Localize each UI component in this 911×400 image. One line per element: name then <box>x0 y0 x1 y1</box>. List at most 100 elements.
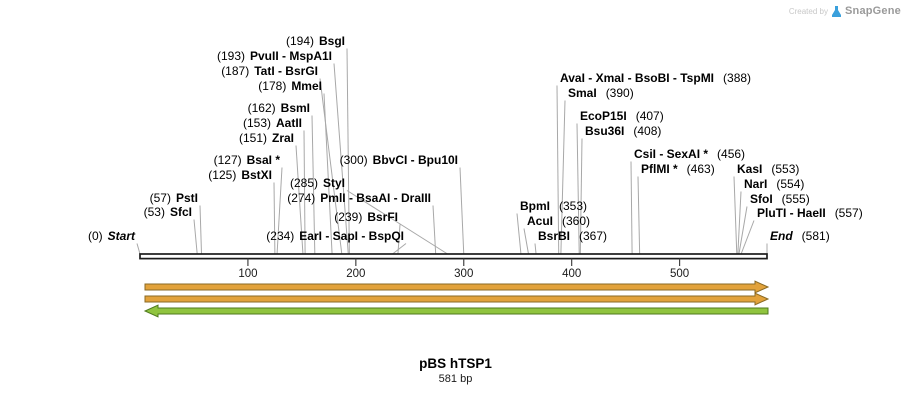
site-position: (162) <box>247 101 276 115</box>
site-position: (178) <box>258 79 287 93</box>
site-position: (153) <box>242 116 271 130</box>
leader-line <box>136 243 141 255</box>
leader-line <box>346 48 350 255</box>
snapgene-brand-text: SnapGene <box>844 5 901 17</box>
site-label-acui[interactable]: AcuI (360) <box>527 214 590 229</box>
leader-line <box>459 167 465 255</box>
site-name: MmeI <box>291 79 322 93</box>
site-position: (234) <box>266 229 295 243</box>
site-label-bsai[interactable]: (127) BsaI * <box>214 153 280 168</box>
leader-line <box>311 115 316 255</box>
site-position: (193) <box>216 49 245 63</box>
leader-line <box>323 93 333 255</box>
site-position: (239) <box>334 210 363 224</box>
site-position: (388) <box>723 71 752 85</box>
site-name: ZraI <box>271 131 294 145</box>
site-position: (407) <box>635 109 664 123</box>
site-position: (367) <box>579 229 608 243</box>
leader-line <box>392 243 407 255</box>
site-name: BpmI <box>520 199 550 213</box>
site-label-bsrbi[interactable]: BsrBI (367) <box>538 229 607 244</box>
site-position: (274) <box>287 191 316 205</box>
map-length: 581 bp <box>438 373 473 385</box>
leader-line <box>560 100 566 255</box>
site-name: BsrFI <box>367 210 398 224</box>
leader-line <box>740 220 755 255</box>
site-position: (53) <box>143 205 165 219</box>
site-position: (390) <box>605 86 634 100</box>
site-label-nari[interactable]: NarI (554) <box>744 177 804 192</box>
leader-line <box>556 85 560 255</box>
site-label-end[interactable]: End (581) <box>770 229 830 244</box>
site-name: EarI - SapI - BspQI <box>299 229 404 243</box>
leader-line <box>319 78 343 255</box>
site-position: (360) <box>562 214 591 228</box>
site-name: StyI <box>322 176 345 190</box>
site-name: Bsu36I <box>585 124 625 138</box>
leader-line <box>516 213 522 255</box>
ruler-number: 300 <box>454 268 473 280</box>
watermark: Created by SnapGene <box>789 5 901 17</box>
snapgene-logo-icon <box>831 5 841 17</box>
site-name: BsgI <box>318 34 345 48</box>
forward-feature-arrow-1[interactable] <box>144 280 770 294</box>
site-name: AcuI <box>527 214 554 228</box>
leader-line <box>523 228 529 255</box>
site-name: PflMI * <box>641 162 678 176</box>
leader-line <box>193 219 198 255</box>
site-label-bsgi[interactable]: (194) BsgI <box>286 34 345 49</box>
site-label-pflmi[interactable]: PflMI * (463) <box>641 162 715 177</box>
site-position: (285) <box>289 176 318 190</box>
reverse-feature-arrow[interactable] <box>143 304 769 318</box>
title-block: pBS hTSP1 581 bp <box>0 356 911 385</box>
site-label-eari-sapi-bspqi[interactable]: (234) EarI - SapI - BspQI <box>266 229 404 244</box>
site-name: BbvCI - Bpu10I <box>372 153 458 167</box>
leader-line <box>576 123 580 255</box>
site-label-avai-xmai-bsobi-tspmi[interactable]: AvaI - XmaI - BsoBI - TspMI (388) <box>560 71 751 86</box>
site-label-psti[interactable]: (57) PstI <box>150 191 198 206</box>
site-label-csii-sexai[interactable]: CsiI - SexAI * (456) <box>634 147 745 162</box>
leader-line <box>346 190 448 255</box>
created-by-text: Created by <box>788 6 828 16</box>
site-name: NarI <box>744 177 768 191</box>
site-label-bsrfi[interactable]: (239) BsrFI <box>334 210 398 225</box>
site-name: EcoP15I <box>580 109 627 123</box>
site-label-pmli-bsaai-draiii[interactable]: (274) PmlI - BsaAI - DraIII <box>287 191 431 206</box>
site-name: CsiI - SexAI * <box>634 147 709 161</box>
site-position: (456) <box>717 147 746 161</box>
site-label-styi[interactable]: (285) StyI <box>290 176 345 191</box>
site-position: (557) <box>834 206 863 220</box>
site-label-pluti-haeii[interactable]: PluTI - HaeII (557) <box>757 206 863 221</box>
site-label-bsu36i[interactable]: Bsu36I (408) <box>585 124 661 139</box>
leader-line <box>733 176 738 255</box>
map-title: pBS hTSP1 <box>419 356 492 371</box>
site-label-sfci[interactable]: (53) SfcI <box>144 205 192 220</box>
site-label-smai[interactable]: SmaI (390) <box>568 86 634 101</box>
site-label-sfoi[interactable]: SfoI (555) <box>750 192 810 207</box>
site-position: (57) <box>149 191 171 205</box>
site-name: Start <box>107 229 135 243</box>
site-label-mmei[interactable]: (178) MmeI <box>258 79 322 94</box>
site-label-ecop15i[interactable]: EcoP15I (407) <box>580 109 664 124</box>
site-name: BstXI <box>241 168 272 182</box>
site-label-tati-bsrgi[interactable]: (187) TatI - BsrGI <box>221 64 318 79</box>
site-position: (151) <box>238 131 267 145</box>
site-name: BsaI * <box>246 153 280 167</box>
site-label-bbvci-bpu10i[interactable]: (300) BbvCI - Bpu10I <box>340 153 458 168</box>
site-label-zrai[interactable]: (151) ZraI <box>239 131 294 146</box>
site-label-bstxi[interactable]: (125) BstXI <box>208 168 272 183</box>
site-label-pvuii-mspa1i[interactable]: (193) PvuII - MspA1I <box>217 49 332 64</box>
site-name: SfcI <box>169 205 192 219</box>
leader-line <box>579 138 583 255</box>
leader-line <box>199 205 203 255</box>
site-position: (300) <box>339 153 368 167</box>
site-position: (353) <box>559 199 588 213</box>
site-label-start[interactable]: (0) Start <box>88 229 135 244</box>
site-label-bpmi[interactable]: BpmI (353) <box>520 199 587 214</box>
site-position: (553) <box>771 162 800 176</box>
site-label-aatii[interactable]: (153) AatII <box>243 116 302 131</box>
site-label-kasi[interactable]: KasI (553) <box>737 162 799 177</box>
site-label-bsmi[interactable]: (162) BsmI <box>248 101 310 116</box>
forward-feature-arrow-2[interactable] <box>144 292 770 306</box>
